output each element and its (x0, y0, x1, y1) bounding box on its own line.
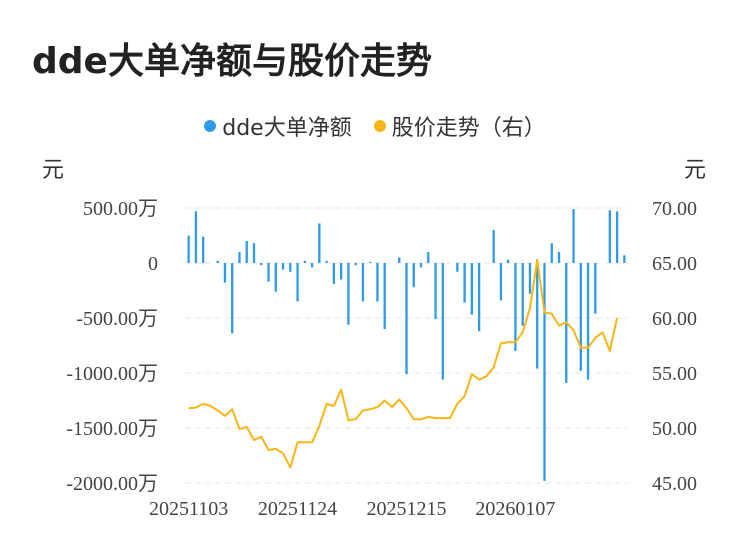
dde-bar (608, 210, 612, 263)
price-line-group (188, 258, 619, 469)
left-tick-label: 500.00万 (83, 198, 158, 220)
dde-bar (310, 263, 314, 268)
dde-bar (456, 263, 459, 272)
dde-bar (369, 261, 372, 263)
dde-bar (347, 263, 350, 325)
left-tick-label: -1000.00万 (66, 363, 158, 385)
dde-bar (492, 230, 495, 263)
left-axis-unit: 元 (42, 158, 64, 183)
dde-bar (187, 235, 190, 263)
dde-bar (419, 263, 423, 268)
dde-bar (434, 263, 437, 320)
legend-item-dde[interactable]: dde大单净额 (204, 110, 352, 142)
legend-dot-dde (204, 120, 217, 132)
dde-bar (354, 263, 357, 266)
dde-bar (325, 260, 328, 263)
legend-label-dde: dde大单净额 (222, 116, 352, 141)
dde-bar (536, 263, 539, 369)
x-axis-ticks: 20251103 20251124 20251215 20260107 (149, 498, 555, 520)
right-axis-unit: 元 (684, 158, 706, 183)
dde-bar (572, 209, 575, 263)
right-axis-ticks: 70.00 65.00 60.00 55.00 50.00 45.00 (652, 198, 697, 495)
legend-label-price: 股价走势（右） (391, 116, 546, 141)
dde-bar (543, 263, 546, 481)
left-tick-label: 0 (148, 253, 158, 275)
dde-bar (289, 263, 292, 272)
right-tick-label: 70.00 (652, 198, 697, 220)
dde-bar (223, 263, 227, 283)
dde-bar (521, 263, 524, 326)
dde-bar (615, 211, 619, 263)
dde-bar (296, 263, 299, 302)
dde-bar (216, 260, 219, 263)
dde-bar (514, 263, 517, 351)
dde-bar (586, 263, 590, 380)
dde-bar (361, 263, 365, 302)
x-tick-label: 20251103 (149, 498, 228, 520)
dde-bar (528, 263, 532, 294)
dde-bar (470, 263, 474, 315)
dde-bar (332, 263, 336, 284)
left-tick-label: -2000.00万 (66, 473, 158, 495)
dde-bar (231, 263, 234, 334)
right-tick-label: 65.00 (652, 253, 697, 275)
right-tick-label: 60.00 (652, 308, 697, 330)
dde-bar (579, 263, 582, 371)
dde-bar (477, 263, 481, 332)
dde-bar (594, 263, 597, 314)
left-tick-label: -500.00万 (76, 308, 158, 330)
dde-bar (441, 263, 444, 380)
dde-bar (412, 263, 415, 288)
right-tick-label: 50.00 (652, 418, 697, 440)
dde-bar (557, 252, 561, 263)
dde-bar (376, 263, 379, 302)
right-tick-label: 45.00 (652, 473, 697, 495)
dde-bar (260, 263, 263, 266)
dde-bar (245, 241, 248, 263)
dde-bar (383, 263, 386, 329)
dde-bar (194, 211, 198, 263)
chart-legend: dde大单净额 股价走势（右） (0, 110, 750, 142)
dde-bar (252, 243, 256, 263)
left-axis-ticks: 500.00万 0 -500.00万 -1000.00万 -1500.00万 -2000.… (66, 198, 158, 495)
dde-bar (398, 257, 401, 263)
dde-bar (427, 252, 430, 263)
legend-item-price[interactable]: 股价走势（右） (373, 110, 546, 142)
x-tick-label: 20260107 (475, 498, 555, 520)
dde-bar (303, 260, 306, 263)
left-tick-label: -1500.00万 (66, 418, 158, 440)
x-tick-label: 20251124 (258, 498, 337, 520)
dde-bar (274, 263, 277, 292)
dde-bar (623, 255, 626, 263)
dde-bar (201, 236, 205, 263)
price-line (188, 258, 619, 469)
dde-bar (339, 263, 343, 280)
dde-bar (281, 263, 285, 270)
dde-bar (267, 263, 270, 282)
dde-bar (550, 243, 553, 263)
dde-bar (238, 252, 241, 263)
dde-bar (463, 263, 466, 303)
dde-bar (405, 263, 408, 375)
dde-bar (507, 259, 510, 263)
dde-bar (318, 223, 321, 263)
dde-bar (499, 263, 503, 301)
x-tick-label: 20251215 (367, 498, 447, 520)
legend-dot-price (373, 120, 386, 132)
right-tick-label: 55.00 (652, 363, 697, 385)
chart-title: dde大单净额与股价走势 (32, 41, 432, 82)
